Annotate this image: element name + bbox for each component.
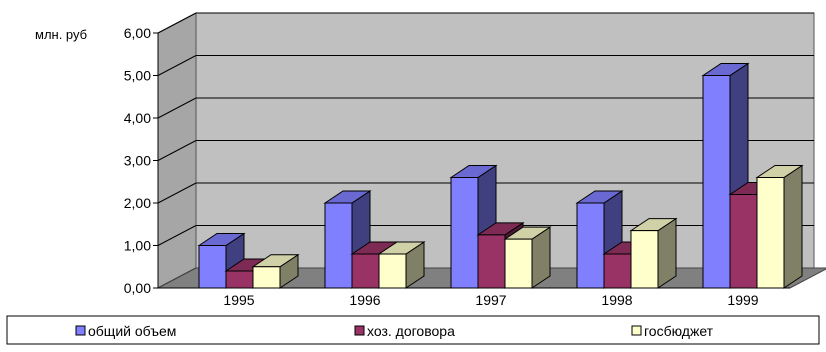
gridline-depth	[157, 225, 197, 246]
bar-front	[702, 75, 731, 289]
x-tick-label: 1997	[475, 292, 506, 308]
bar	[629, 217, 678, 289]
legend-label: госбюджет	[644, 323, 714, 339]
bar-front	[576, 202, 605, 289]
bar-front	[756, 177, 785, 289]
bar-front	[504, 238, 533, 289]
gridline-depth	[157, 55, 197, 76]
gridline-depth	[157, 140, 197, 161]
bar-front	[324, 202, 353, 289]
bar	[251, 253, 300, 289]
y-tick-label: 4,00	[124, 110, 151, 126]
bar-front	[198, 245, 227, 289]
legend-swatch	[354, 325, 365, 336]
bar-front	[630, 230, 659, 289]
y-tick-label: 6,00	[124, 25, 151, 41]
y-tick-label: 3,00	[124, 153, 151, 169]
gridline-depth	[157, 12, 197, 34]
y-tick-label: 2,00	[124, 195, 151, 211]
bar-front	[225, 270, 254, 289]
x-tick-label: 1996	[349, 292, 380, 308]
bar-front	[450, 177, 479, 289]
gridline-depth	[157, 182, 197, 204]
legend-swatch	[631, 325, 642, 336]
bar-front	[378, 253, 407, 289]
y-tick-label: 1,00	[124, 238, 151, 254]
legend-label: хоз. договора	[367, 323, 455, 339]
x-axis: 1995 1996 1997 1998 1999	[158, 287, 790, 308]
y-axis: 0,00 1,00 2,00 3,00 4,00 5,00 6,00	[124, 25, 159, 296]
y-tick-label: 0,00	[124, 280, 151, 296]
legend-label: общий объем	[88, 323, 176, 339]
legend-box	[6, 315, 820, 345]
bars	[197, 62, 804, 289]
gridline-depth	[157, 97, 197, 119]
x-tick-label: 1999	[727, 292, 758, 308]
bar	[503, 226, 552, 289]
bar-front	[603, 253, 632, 289]
y-tick-label: 5,00	[124, 68, 151, 84]
legend: общий объем хоз. договора госбюджет	[6, 315, 820, 345]
bar-front	[252, 266, 281, 289]
bar	[755, 164, 804, 289]
bar-front	[477, 234, 506, 289]
y-axis-label: млн. руб	[35, 27, 87, 42]
bar-front	[351, 253, 380, 289]
x-tick-label: 1995	[223, 292, 254, 308]
bar-side	[783, 164, 803, 289]
x-tick-label: 1998	[601, 292, 632, 308]
bar-front	[729, 194, 758, 289]
bar	[377, 241, 426, 289]
legend-swatch	[75, 325, 86, 336]
